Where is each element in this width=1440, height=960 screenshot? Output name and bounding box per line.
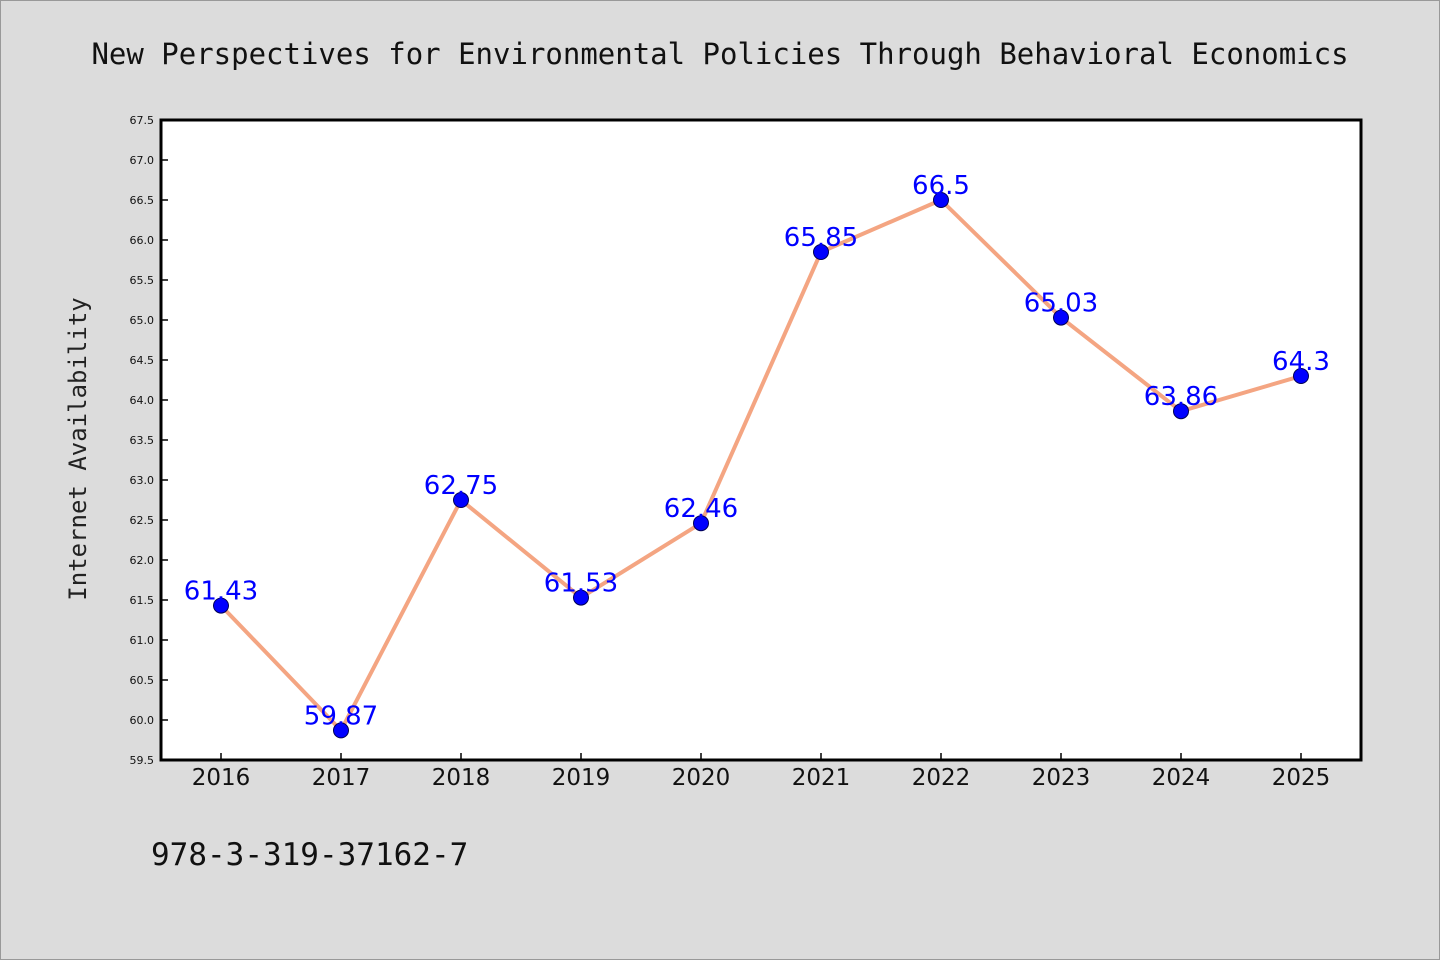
- x-tick-label: 2024: [1152, 765, 1211, 791]
- y-tick-label: 65.0: [130, 314, 155, 327]
- y-tick-label: 61.5: [130, 594, 155, 607]
- x-tick-label: 2016: [192, 765, 251, 791]
- x-tick-label: 2022: [912, 765, 971, 791]
- chart-title: New Perspectives for Environmental Polic…: [91, 37, 1348, 71]
- plot-frame: [159, 118, 1363, 762]
- data-label: 61.43: [184, 577, 258, 607]
- data-label-group: 61.43 59.87 62.75 61.53 62.46 65.85 66.5 65.03 6…: [184, 171, 1330, 731]
- data-label: 62.46: [664, 494, 738, 524]
- data-point-group: [213, 192, 1309, 739]
- data-point: [453, 492, 469, 508]
- y-tick-label: 60.0: [130, 714, 155, 727]
- y-tick-label: 65.5: [130, 274, 155, 287]
- data-point: [333, 722, 349, 739]
- y-tick-label: 63.5: [130, 434, 155, 447]
- y-tick-label: 66.0: [130, 234, 155, 247]
- x-tick-label: 2020: [672, 765, 731, 791]
- y-tick-label: 64.0: [130, 394, 155, 407]
- x-tick-label: 2025: [1272, 765, 1331, 791]
- isbn-footer: 978-3-319-37162-7: [151, 837, 468, 873]
- data-label: 62.75: [424, 471, 498, 501]
- y-tick-label: 67.5: [130, 114, 155, 127]
- x-tick-label: 2017: [312, 765, 371, 791]
- y-tick-label: 60.5: [130, 674, 155, 687]
- series-line: [219, 198, 1303, 733]
- y-tick-label: 61.0: [130, 634, 155, 647]
- data-label: 64.3: [1272, 347, 1330, 377]
- data-point: [1173, 403, 1189, 420]
- y-tick-label: 64.5: [130, 354, 155, 367]
- series-line-group: [219, 198, 1303, 733]
- data-label: 65.85: [784, 223, 858, 253]
- y-tick-label: 63.0: [130, 474, 155, 487]
- data-label: 59.87: [304, 701, 378, 731]
- data-point: [213, 597, 229, 614]
- y-tick-label: 66.5: [130, 194, 155, 207]
- x-tick-label: 2019: [552, 765, 611, 791]
- y-tick-label: 59.5: [130, 754, 155, 767]
- data-point: [693, 515, 709, 532]
- x-tick-label: 2021: [792, 765, 851, 791]
- data-point: [573, 589, 589, 606]
- x-tick-label: 2018: [432, 765, 491, 791]
- y-tick-label: 67.0: [130, 154, 155, 167]
- x-axis: 2016 2017 2018 2019 2020 2021 2022 2023 2024 2025: [192, 753, 1331, 791]
- y-tick-label: 62.5: [130, 514, 155, 527]
- data-point: [1053, 309, 1069, 326]
- data-label: 61.53: [544, 569, 618, 599]
- y-tick-label: 62.0: [130, 554, 155, 567]
- data-label: 66.5: [912, 171, 970, 201]
- x-tick-label: 2023: [1032, 765, 1091, 791]
- data-point: [813, 244, 829, 260]
- plot-area: [161, 120, 1361, 760]
- data-point: [933, 192, 949, 208]
- y-axis: 59.5 60.0 60.5 61.0 61.5 62.0 62.5 63.0 63.5 64.0…: [130, 114, 168, 767]
- data-label: 65.03: [1024, 289, 1098, 319]
- data-point: [1293, 368, 1309, 384]
- y-axis-label: Internet Availability: [64, 297, 92, 600]
- data-label: 63.86: [1144, 382, 1218, 412]
